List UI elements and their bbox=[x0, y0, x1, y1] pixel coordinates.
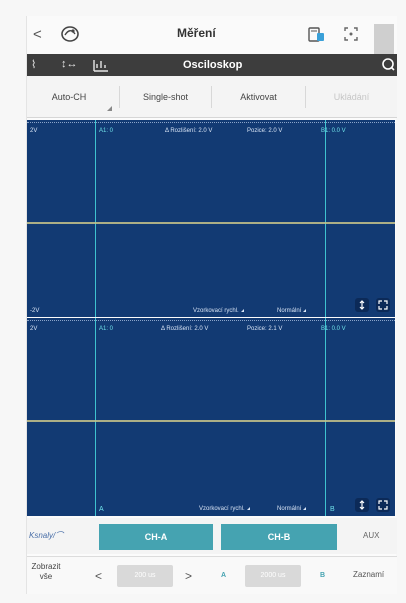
channel-bar: Ksnaly/⌒ CH-A CH-B AUX bbox=[27, 518, 397, 554]
cursor-a-readout: A1: 0 bbox=[99, 128, 114, 134]
show-all-button[interactable]: Zobrazit vše bbox=[31, 562, 61, 581]
dropdown-icon bbox=[240, 309, 244, 312]
cursor-b-label: B bbox=[320, 572, 326, 579]
fullscreen-button[interactable] bbox=[376, 498, 390, 512]
oscilloscope-screen-a[interactable]: 2V A1: 0 Δ Rozlišení: 2.0 V Pozice: 2.0 … bbox=[27, 120, 395, 317]
axis-top-label: 2V bbox=[30, 326, 38, 332]
app-logo-icon[interactable] bbox=[59, 24, 81, 44]
side-panel-tab[interactable] bbox=[374, 24, 394, 54]
cursor-a-marker[interactable]: A bbox=[99, 506, 104, 513]
scope-top-ruler bbox=[27, 318, 395, 321]
measure-icon[interactable] bbox=[93, 58, 109, 72]
cursor-a-line[interactable] bbox=[95, 120, 96, 317]
cursor-a-label: A bbox=[221, 572, 227, 579]
sample-rate-label: Vzorkovací rychl. bbox=[193, 308, 239, 314]
zoom-button[interactable] bbox=[355, 498, 369, 512]
chevron-left-icon[interactable]: < bbox=[33, 26, 42, 43]
zoom-button[interactable] bbox=[355, 298, 369, 312]
cursor-icon[interactable]: ↕↔ bbox=[61, 58, 78, 70]
channel-a-button[interactable]: CH-A bbox=[99, 524, 213, 550]
mode-single-shot[interactable]: Single-shot bbox=[119, 86, 211, 108]
subheader-title: Osciloskop bbox=[183, 59, 243, 71]
resolution-readout: Δ Rozlišení: 2.0 V bbox=[165, 128, 213, 134]
time-decrease-button[interactable]: < bbox=[95, 569, 103, 583]
fullscreen-icon bbox=[378, 500, 388, 510]
position-readout: Pozice: 2.0 V bbox=[247, 128, 283, 134]
aux-button[interactable]: AUX bbox=[363, 531, 380, 540]
channel-b-button[interactable]: CH-B bbox=[221, 524, 337, 550]
mode-save[interactable]: Ukládání bbox=[305, 86, 397, 108]
time-increase-button[interactable]: > bbox=[185, 569, 193, 583]
oscilloscope-header: ⌇ ↕↔ Osciloskop bbox=[27, 54, 397, 76]
top-bar: < Měření bbox=[27, 16, 397, 54]
record-button[interactable]: Zaznamí bbox=[353, 570, 385, 579]
expand-icon[interactable] bbox=[343, 26, 359, 42]
refresh-icon[interactable] bbox=[381, 57, 395, 71]
dropdown-icon bbox=[303, 309, 307, 312]
trigger-mode-label: Normální bbox=[277, 308, 302, 314]
trigger-mode-label: Normální bbox=[277, 506, 302, 512]
sample-rate-label: Vzorkovací rychl. bbox=[199, 506, 245, 512]
cursor-a-line[interactable] bbox=[95, 318, 96, 516]
dropdown-icon bbox=[246, 507, 250, 510]
channels-toggle[interactable]: Ksnaly/⌒ bbox=[29, 531, 64, 540]
bottom-controls: Zobrazit vše < 200 us > A 2000 us B Zazn… bbox=[27, 556, 397, 594]
settings-icon[interactable]: ⌇ bbox=[31, 59, 37, 71]
cursor-b-marker[interactable]: B bbox=[330, 506, 335, 513]
cursor-a-readout: A1: 0 bbox=[99, 326, 114, 332]
mode-auto-ch[interactable]: Auto-CH bbox=[51, 92, 87, 102]
oscilloscope-screen-b[interactable]: 2V A1: 0 Δ Rozlišení: 2.0 V Pozice: 2.1 … bbox=[27, 318, 395, 516]
scope-top-ruler bbox=[27, 120, 395, 123]
trigger-mode-select[interactable]: Normální bbox=[277, 506, 307, 512]
axis-bottom-label: -2V bbox=[30, 308, 40, 314]
signal-trace bbox=[27, 420, 395, 422]
sample-rate-select[interactable]: Vzorkovací rychl. bbox=[199, 506, 250, 512]
device-icon[interactable] bbox=[307, 25, 325, 43]
trigger-mode-select[interactable]: Normální bbox=[277, 308, 307, 314]
app-window: < Měření ⌇ ↕↔ Osciloskop Aut bbox=[26, 16, 397, 594]
cursor-b-readout: B1: 0.0 V bbox=[321, 128, 346, 134]
resolution-readout: Δ Rozlišení: 2.0 V bbox=[161, 326, 209, 332]
mode-activate[interactable]: Aktivovat bbox=[211, 86, 305, 108]
fullscreen-button[interactable] bbox=[376, 298, 390, 312]
zoom-icon bbox=[359, 300, 365, 310]
cursor-b-line[interactable] bbox=[325, 318, 326, 516]
position-readout: Pozice: 2.1 V bbox=[247, 326, 283, 332]
cursor-b-readout: B1: 0.0 V bbox=[321, 326, 346, 332]
dropdown-icon bbox=[303, 507, 307, 510]
cursor-b-line[interactable] bbox=[325, 120, 326, 317]
mode-bar: Auto-CH Single-shot Aktivovat Ukládání bbox=[27, 76, 397, 118]
page-title: Měření bbox=[177, 26, 216, 40]
cursor-delta-field[interactable]: 2000 us bbox=[245, 565, 301, 587]
fullscreen-icon bbox=[378, 300, 388, 310]
axis-top-label: 2V bbox=[30, 128, 38, 134]
signal-trace bbox=[27, 222, 395, 224]
sample-rate-select[interactable]: Vzorkovací rychl. bbox=[193, 308, 244, 314]
zoom-icon bbox=[359, 500, 365, 510]
dropdown-corner-icon bbox=[107, 106, 112, 111]
timebase-field[interactable]: 200 us bbox=[117, 565, 173, 587]
